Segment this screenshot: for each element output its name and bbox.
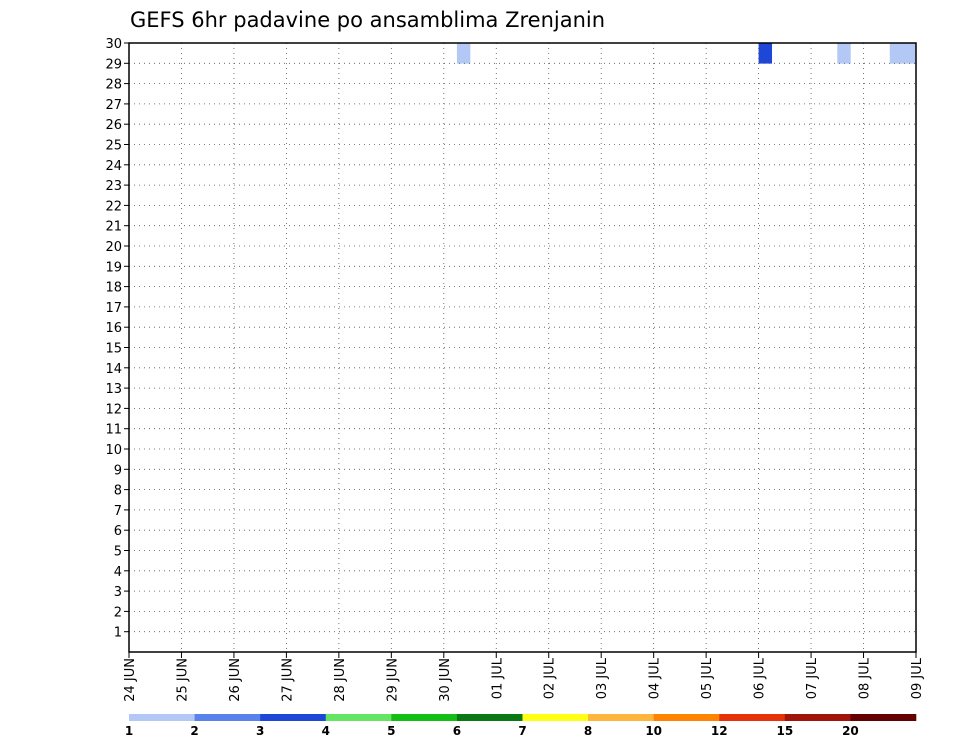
y-tick-label: 19 — [105, 260, 122, 275]
y-tick-label: 29 — [105, 57, 122, 72]
colorbar-label: 3 — [256, 724, 264, 738]
x-tick-label: 08 JUL — [858, 657, 873, 699]
y-tick-label: 27 — [105, 98, 122, 113]
y-tick-label: 20 — [105, 240, 122, 255]
x-tick-label: 07 JUL — [805, 657, 820, 699]
y-tick-label: 30 — [105, 37, 122, 52]
y-tick-label: 2 — [114, 605, 122, 620]
x-tick-label: 05 JUL — [700, 657, 715, 699]
x-tick-label: 30 JUN — [438, 658, 453, 702]
y-tick-label: 14 — [105, 362, 122, 377]
x-tick-label: 26 JUN — [228, 658, 243, 702]
colorbar-label: 20 — [842, 724, 859, 738]
y-tick-label: 17 — [105, 301, 122, 316]
y-tick-label: 26 — [105, 118, 122, 133]
colorbar-label: 10 — [645, 724, 662, 738]
y-axis-ticks: 1234567891011121314151617181920212223242… — [105, 37, 129, 641]
x-tick-label: 25 JUN — [175, 658, 190, 702]
colorbar-segment — [719, 714, 786, 721]
y-tick-label: 10 — [105, 443, 122, 458]
colorbar-segment — [522, 714, 589, 721]
x-tick-label: 27 JUN — [280, 658, 295, 702]
colorbar-label: 6 — [453, 724, 461, 738]
precip-cell — [456, 43, 471, 64]
colorbar: 1 2 3 4 5 6 7 8 10 12 15 20 — [125, 714, 917, 738]
colorbar-segment — [456, 714, 523, 721]
colorbar-segment — [588, 714, 654, 721]
colorbar-segment — [194, 714, 261, 721]
y-tick-label: 9 — [114, 463, 122, 478]
y-tick-label: 22 — [105, 199, 122, 214]
colorbar-segment — [260, 714, 327, 721]
y-tick-label: 4 — [114, 565, 122, 580]
colorbar-label: 1 — [125, 724, 133, 738]
chart-title: GEFS 6hr padavine po ansamblima Zrenjani… — [130, 8, 605, 32]
x-tick-label: 29 JUN — [385, 658, 400, 702]
x-tick-label: 01 JUL — [490, 657, 505, 699]
y-tick-label: 15 — [105, 342, 122, 357]
y-tick-label: 21 — [105, 220, 122, 235]
colorbar-segment — [129, 714, 195, 721]
x-tick-label: 24 JUN — [123, 658, 138, 702]
colorbar-label: 12 — [711, 724, 728, 738]
colorbar-segment — [850, 714, 917, 721]
colorbar-label: 8 — [584, 724, 592, 738]
y-tick-label: 18 — [105, 281, 122, 296]
y-tick-label: 25 — [105, 139, 122, 154]
x-tick-label: 06 JUL — [753, 657, 768, 699]
x-tick-label: 03 JUL — [595, 657, 610, 699]
precip-cell — [902, 43, 917, 64]
precip-cell — [889, 43, 904, 64]
y-tick-label: 8 — [114, 484, 122, 499]
x-axis-ticks: 24 JUN 25 JUN 26 JUN 27 JUN 28 JUN 29 JUN 30 J… — [123, 652, 925, 702]
y-tick-label: 12 — [105, 402, 122, 417]
y-tick-label: 1 — [114, 626, 122, 641]
x-tick-label: 28 JUN — [333, 658, 348, 702]
colorbar-segment — [653, 714, 720, 721]
colorbar-label: 4 — [322, 724, 330, 738]
y-tick-label: 28 — [105, 78, 122, 93]
y-tick-label: 24 — [105, 159, 122, 174]
colorbar-label: 5 — [387, 724, 395, 738]
y-tick-label: 23 — [105, 179, 122, 194]
colorbar-segment — [391, 714, 458, 721]
colorbar-segment — [325, 714, 392, 721]
y-tick-label: 16 — [105, 321, 122, 336]
y-tick-label: 3 — [114, 585, 122, 600]
x-tick-label: 09 JUL — [910, 657, 925, 699]
colorbar-segment — [784, 714, 851, 721]
precip-cells — [456, 43, 917, 64]
y-tick-label: 6 — [114, 524, 122, 539]
y-tick-label: 7 — [114, 504, 122, 519]
x-tick-label: 04 JUL — [648, 657, 663, 699]
y-tick-label: 13 — [105, 382, 122, 397]
y-tick-label: 5 — [114, 545, 122, 560]
y-tick-label: 11 — [105, 423, 122, 438]
precip-cell — [837, 43, 851, 64]
colorbar-label: 7 — [518, 724, 526, 738]
plot-frame — [128, 42, 917, 653]
colorbar-label: 15 — [776, 724, 793, 738]
precip-cell — [758, 43, 773, 64]
grid-lines — [129, 43, 916, 652]
x-tick-label: 02 JUL — [543, 657, 558, 699]
colorbar-label: 2 — [190, 724, 198, 738]
